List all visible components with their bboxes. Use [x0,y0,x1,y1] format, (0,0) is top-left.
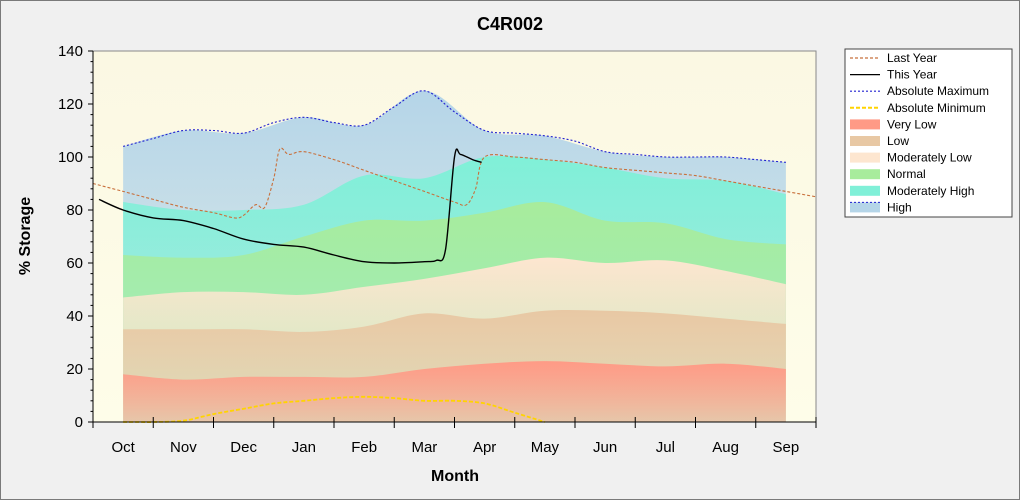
x-tick-label: Oct [111,439,135,456]
x-tick-label: May [531,439,560,456]
y-tick-label: 100 [58,149,83,166]
legend-swatch-low [850,136,880,146]
x-tick-label: Feb [351,439,377,456]
series-line-last-year [92,147,817,219]
band-very-low [123,361,786,422]
series-line-this-year [98,148,482,264]
y-axis-title: % Storage [17,197,34,275]
legend-label-low: Low [887,134,909,148]
x-tick-label: Apr [473,439,496,456]
x-tick-label: Jul [656,439,675,456]
y-tick-label: 0 [75,414,83,431]
x-tick-label: Aug [712,439,739,456]
series-line-absolute-maximum [122,90,786,163]
legend-swatch-moderately-low [850,152,880,163]
x-tick-label: Mar [411,439,437,456]
x-tick-label: Sep [773,439,800,456]
legend-swatch-high [850,202,880,213]
y-tick-label: 120 [58,96,83,113]
legend-label-last-year: Last Year [887,51,937,65]
legend-label-this-year: This Year [887,68,937,82]
legend-label-high: High [887,200,912,214]
x-tick-label: Dec [230,439,257,456]
y-tick-label: 40 [66,308,83,325]
y-tick-label: 60 [66,255,83,272]
legend: Last Year This Year Absolute Maximum Absolu… [844,48,1013,218]
chart-title: C4R002 [477,14,543,34]
y-tick-label: 20 [66,361,83,378]
y-tick-label: 80 [66,202,83,219]
x-tick-label: Jun [593,439,617,456]
x-tick-label: Jan [292,439,316,456]
x-tick-label: Nov [170,439,197,456]
legend-label-moderately-high: Moderately High [887,184,974,198]
legend-swatch-normal [850,169,880,180]
legend-label-very-low: Very Low [887,117,937,131]
legend-label-absolute-minimum: Absolute Minimum [887,101,986,115]
legend-swatch-moderately-high [850,185,880,196]
bands-layer [123,90,786,422]
legend-label-moderately-low: Moderately Low [887,151,972,165]
legend-label-normal: Normal [887,167,926,181]
axes-layer: 0 20 40 60 80 100 120 140 Oct Nov Dec Jan Feb Mar Apr M… [58,43,817,456]
x-axis-title: Month [431,468,479,485]
y-tick-label: 140 [58,43,83,60]
legend-label-absolute-maximum: Absolute Maximum [887,84,989,98]
legend-swatch-very-low [850,119,880,130]
